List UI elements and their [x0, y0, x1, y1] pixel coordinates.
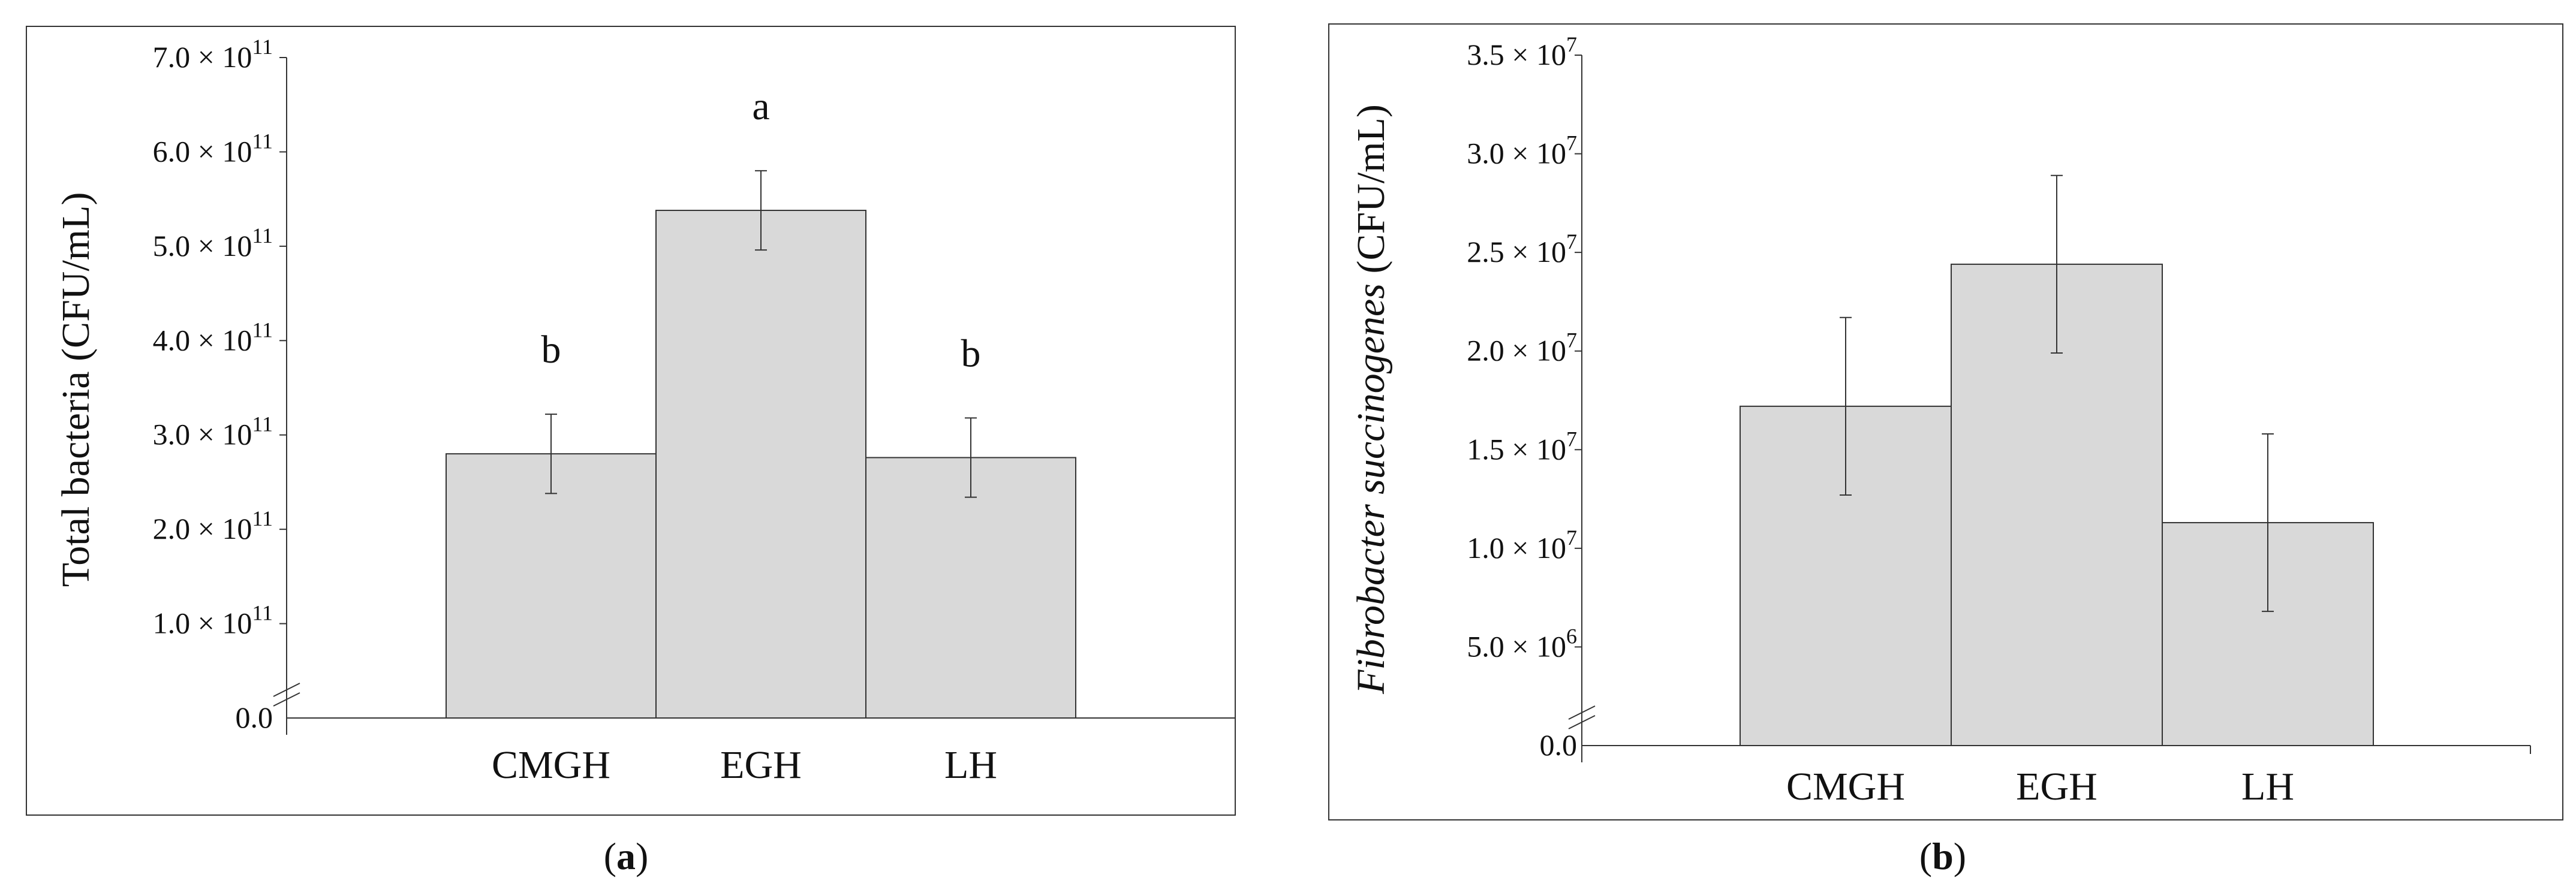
y-tick-mantissa: 3.0 × 10: [153, 418, 252, 451]
caption-letter: b: [1932, 835, 1954, 877]
axis-break-mark: [1568, 715, 1596, 729]
y-tick-label: 2.5 × 107: [1467, 230, 1577, 268]
y-tick-mantissa: 6.0 × 10: [153, 134, 252, 168]
panel-caption: (a): [604, 835, 649, 877]
panel-caption: (b): [1919, 835, 1966, 877]
y-tick-label: 2.0 × 1011: [153, 506, 273, 545]
y-tick-label: 1.5 × 107: [1467, 427, 1577, 466]
y-axis-title-italic: Fibrobacter succinogenes: [1349, 273, 1393, 694]
y-tick-mantissa: 7.0 × 10: [153, 40, 252, 74]
x-tick-label: LH: [2241, 765, 2294, 808]
y-tick-mantissa: 1.5 × 10: [1467, 432, 1566, 466]
y-tick-mantissa: 2.5 × 10: [1467, 235, 1566, 268]
bar: [446, 453, 657, 719]
y-tick-label: 5.0 × 106: [1467, 624, 1577, 663]
panel-frame: [1328, 23, 2563, 820]
bar: [655, 210, 866, 719]
y-tick-label: 1.0 × 1011: [153, 601, 273, 640]
y-tick-mantissa: 3.0 × 10: [1467, 137, 1566, 170]
caption-paren: (: [604, 835, 616, 877]
significance-letter: b: [961, 331, 981, 375]
y-tick-mantissa: 0.0: [236, 701, 273, 734]
caption-paren: (: [1919, 835, 1932, 877]
x-tick-label: LH: [944, 743, 997, 787]
y-tick-exponent: 6: [1566, 624, 1577, 648]
y-tick-mantissa: 2.0 × 10: [1467, 334, 1566, 367]
x-tick-label: CMGH: [492, 743, 610, 787]
y-axis-title: Fibrobacter succinogenes (CFU/mL): [1349, 104, 1393, 695]
y-tick-label: 0.0: [1540, 728, 1578, 762]
y-tick-mantissa: 0.0: [1540, 728, 1578, 762]
y-tick-label: 2.0 × 107: [1467, 328, 1577, 367]
significance-letter: a: [752, 85, 769, 128]
y-tick-label: 3.5 × 107: [1467, 32, 1577, 71]
caption-paren: ): [1954, 835, 1966, 877]
y-tick-label: 6.0 × 1011: [153, 129, 273, 168]
y-tick-label: 5.0 × 1011: [153, 224, 273, 263]
y-tick-label: 1.0 × 107: [1467, 526, 1577, 565]
x-tick-label: EGH: [2016, 765, 2097, 808]
y-tick-exponent: 11: [252, 318, 273, 342]
y-tick-label: 3.0 × 107: [1467, 131, 1577, 170]
y-tick-label: 4.0 × 1011: [153, 318, 273, 357]
y-axis-title-unit: (CFU/mL): [1349, 104, 1393, 273]
x-tick-label: CMGH: [1786, 765, 1905, 808]
y-tick-mantissa: 5.0 × 10: [1467, 629, 1566, 663]
y-tick-exponent: 11: [252, 412, 273, 436]
y-tick-mantissa: 1.0 × 10: [1467, 531, 1566, 565]
y-tick-exponent: 11: [252, 506, 273, 530]
axis-break-mark: [1568, 705, 1596, 720]
y-tick-mantissa: 3.5 × 10: [1467, 38, 1566, 71]
y-tick-mantissa: 4.0 × 10: [153, 323, 252, 357]
y-tick-label: 0.0: [236, 701, 273, 734]
caption-paren: ): [636, 835, 648, 877]
axis-break-mark: [273, 683, 300, 697]
y-tick-mantissa: 1.0 × 10: [153, 607, 252, 640]
y-tick-exponent: 7: [1566, 427, 1577, 451]
y-tick-exponent: 7: [1566, 230, 1577, 254]
significance-letter: b: [541, 328, 561, 372]
axis-break-mark: [273, 692, 300, 707]
y-tick-exponent: 7: [1566, 526, 1577, 550]
y-tick-mantissa: 5.0 × 10: [153, 229, 252, 263]
y-tick-exponent: 11: [252, 35, 273, 59]
y-tick-exponent: 7: [1566, 328, 1577, 352]
y-tick-exponent: 7: [1566, 131, 1577, 155]
panel-frame: [26, 26, 1236, 816]
y-tick-label: 7.0 × 1011: [153, 35, 273, 74]
y-tick-exponent: 11: [252, 129, 273, 153]
caption-letter: a: [616, 835, 636, 877]
y-tick-exponent: 11: [252, 601, 273, 625]
y-tick-exponent: 7: [1566, 32, 1577, 56]
y-axis-title: Total bacteria (CFU/mL): [54, 192, 98, 587]
y-tick-exponent: 11: [252, 224, 273, 248]
x-tick-label: EGH: [720, 743, 802, 787]
bar: [865, 457, 1076, 719]
y-tick-label: 3.0 × 1011: [153, 412, 273, 451]
y-tick-mantissa: 2.0 × 10: [153, 512, 252, 545]
